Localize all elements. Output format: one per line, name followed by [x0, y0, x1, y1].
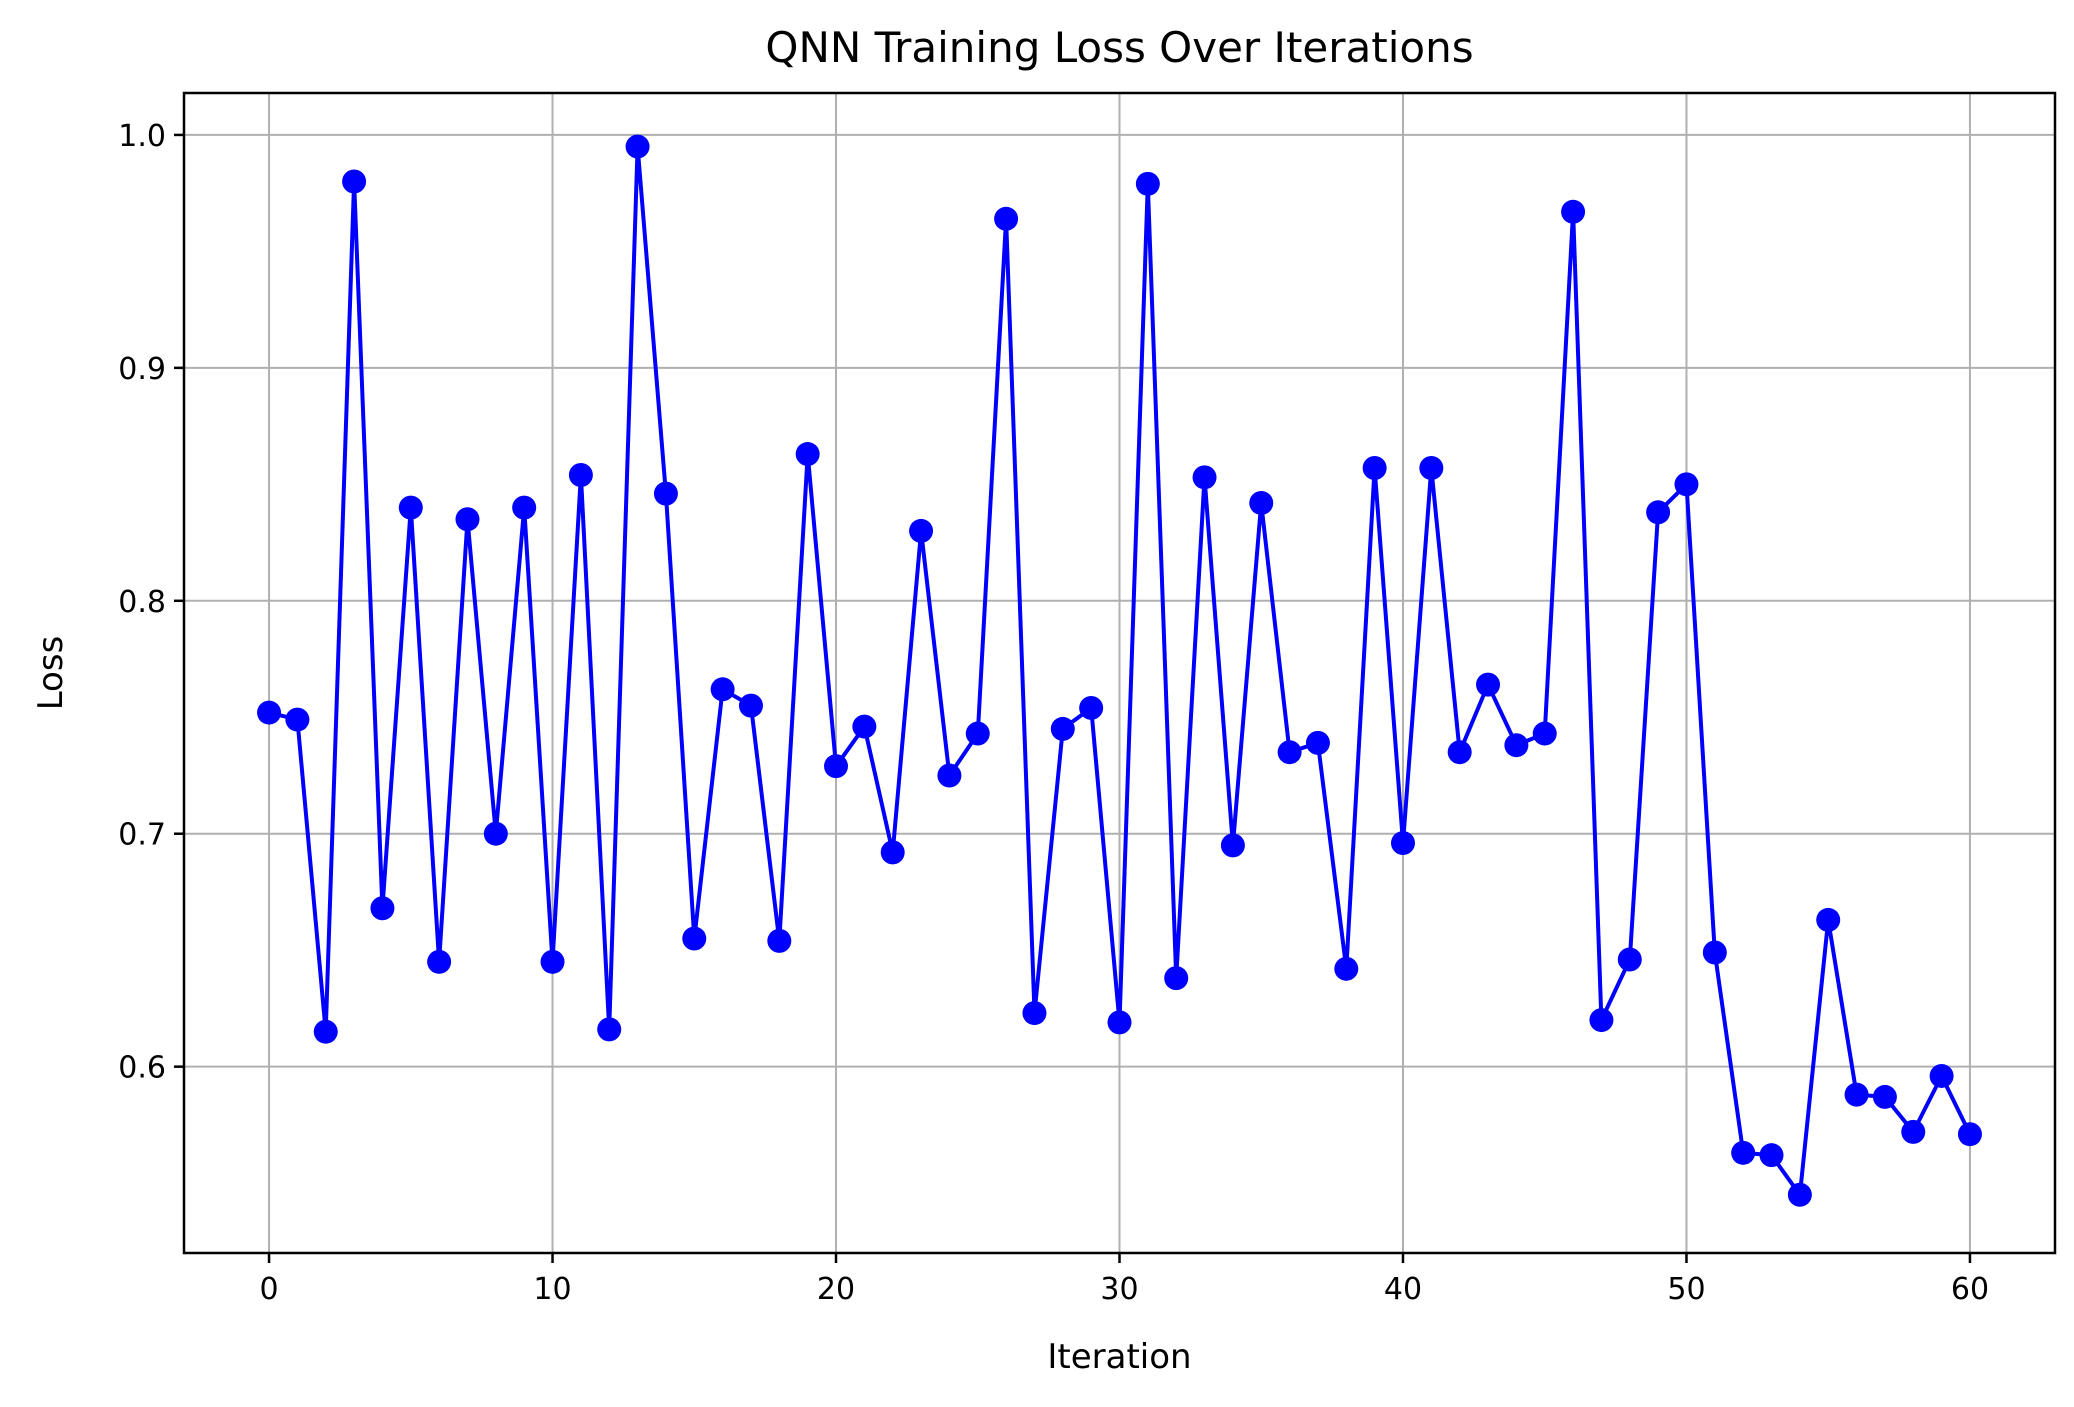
data-point — [1561, 199, 1586, 224]
y-axis-ticks: 0.6 0.7 0.8 0.9 1.0 — [118, 119, 184, 1086]
data-point — [1646, 500, 1671, 525]
data-point — [483, 821, 508, 846]
data-point — [682, 926, 707, 951]
data-point — [1277, 740, 1302, 765]
data-point — [937, 763, 962, 788]
data-point — [1107, 1010, 1132, 1035]
x-tick-label: 30 — [1100, 1272, 1138, 1307]
data-point — [1702, 940, 1727, 965]
data-point — [852, 714, 877, 739]
data-point — [1731, 1140, 1756, 1165]
y-tick-label: 1.0 — [118, 119, 166, 154]
x-axis-label: Iteration — [1047, 1337, 1191, 1377]
data-point — [285, 707, 310, 732]
y-tick-label: 0.7 — [118, 818, 166, 853]
x-tick-label: 50 — [1667, 1272, 1705, 1307]
data-point — [880, 840, 905, 865]
data-point — [767, 928, 792, 953]
data-point — [1220, 833, 1245, 858]
data-point — [1419, 456, 1444, 481]
chart-title: QNN Training Loss Over Iterations — [765, 23, 1473, 72]
data-point — [909, 518, 934, 543]
data-point — [1135, 171, 1160, 196]
data-point — [1844, 1082, 1869, 1107]
data-point — [1901, 1119, 1926, 1144]
data-point — [1816, 907, 1841, 932]
data-point — [1022, 1001, 1047, 1026]
data-point — [427, 949, 452, 974]
x-axis-ticks: 0 10 20 30 40 50 60 — [259, 1253, 1989, 1307]
data-point — [965, 721, 990, 746]
data-point — [1759, 1143, 1784, 1168]
x-tick-label: 0 — [259, 1272, 278, 1307]
data-point — [1957, 1122, 1982, 1147]
y-tick-label: 0.9 — [118, 352, 166, 387]
data-point — [1305, 730, 1330, 755]
data-point — [824, 754, 849, 779]
data-point — [738, 693, 763, 718]
data-point — [1362, 456, 1387, 481]
data-point — [1079, 695, 1104, 720]
data-point — [313, 1019, 338, 1044]
data-point — [1334, 956, 1359, 981]
data-point — [1617, 947, 1642, 972]
data-point — [625, 134, 650, 159]
data-point — [1447, 740, 1472, 765]
y-axis-label: Loss — [31, 636, 71, 711]
data-point — [1532, 721, 1557, 746]
data-point — [540, 949, 565, 974]
data-point — [710, 677, 735, 702]
data-point — [1050, 716, 1075, 741]
data-point — [398, 495, 423, 520]
data-point — [653, 481, 678, 506]
x-tick-label: 40 — [1384, 1272, 1422, 1307]
data-point — [257, 700, 282, 725]
y-tick-label: 0.6 — [118, 1051, 166, 1086]
data-point — [512, 495, 537, 520]
data-point — [994, 206, 1019, 231]
data-point — [370, 896, 395, 921]
x-tick-label: 10 — [533, 1272, 571, 1307]
data-point — [568, 463, 593, 488]
data-point — [1872, 1084, 1897, 1109]
data-point — [1674, 472, 1699, 497]
data-point — [1929, 1063, 1954, 1088]
data-point — [1164, 966, 1189, 991]
x-tick-label: 20 — [817, 1272, 855, 1307]
y-tick-label: 0.8 — [118, 585, 166, 620]
data-point — [1504, 733, 1529, 758]
x-tick-label: 60 — [1951, 1272, 1989, 1307]
data-point — [795, 442, 820, 467]
data-point — [1249, 490, 1274, 515]
data-point — [1476, 672, 1501, 697]
data-point — [1390, 831, 1415, 856]
data-point — [1589, 1008, 1614, 1033]
data-point — [1787, 1182, 1812, 1207]
grid — [184, 93, 2055, 1253]
data-point — [342, 169, 367, 194]
data-points — [257, 134, 1982, 1207]
data-point — [455, 507, 480, 532]
data-point — [597, 1017, 622, 1042]
data-point — [1192, 465, 1217, 490]
